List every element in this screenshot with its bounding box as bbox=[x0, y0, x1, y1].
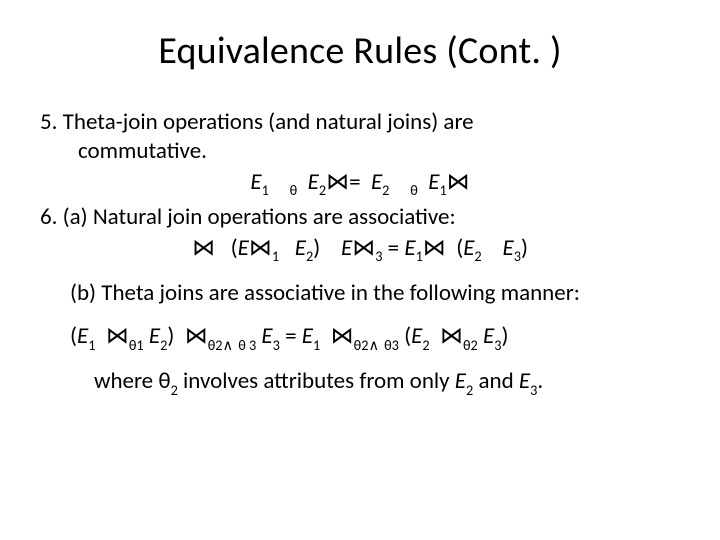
sub-theta1: θ1 bbox=[129, 336, 144, 354]
sub-3: 3 bbox=[514, 247, 521, 265]
sym-E: E bbox=[502, 234, 513, 262]
sub-theta2: θ2 bbox=[208, 336, 223, 354]
sym-E: E bbox=[149, 322, 160, 350]
rule-6a-text: 6. (a) Natural join operations are assoc… bbox=[40, 203, 680, 232]
and-icon: ∧ bbox=[223, 336, 233, 354]
rule-6a-equation: ⋈ (E⋈1 E2) E⋈3 = E1⋈ (E2 E3) bbox=[40, 234, 680, 265]
sub-1: 1 bbox=[313, 336, 320, 354]
rule-6b-text: (b) Theta joins are associative in the f… bbox=[40, 279, 680, 308]
rparen: ) bbox=[501, 322, 508, 350]
sub-2: 2 bbox=[319, 181, 326, 199]
sub-2: 2 bbox=[171, 381, 178, 399]
sym-E: E bbox=[250, 168, 261, 196]
note-text: . bbox=[537, 367, 543, 395]
sub-2: 2 bbox=[422, 336, 429, 354]
join-icon: ⋈ bbox=[352, 235, 375, 261]
sym-E: E bbox=[261, 322, 272, 350]
sym-E: E bbox=[295, 234, 306, 262]
note-text: where bbox=[94, 367, 158, 395]
sym-E: E bbox=[302, 322, 313, 350]
sym-E: E bbox=[371, 168, 382, 196]
sym-E: E bbox=[455, 367, 466, 395]
join-icon: ⋈ bbox=[331, 323, 354, 349]
sym-E: E bbox=[341, 234, 352, 262]
rparen: ) bbox=[521, 234, 528, 262]
join-icon: ⋈ bbox=[423, 235, 446, 261]
join-icon: ⋈ bbox=[192, 235, 215, 261]
theta-sym: θ bbox=[158, 367, 170, 395]
sub-1: 1 bbox=[416, 247, 423, 265]
sym-E: E bbox=[308, 168, 319, 196]
sub-3: 3 bbox=[530, 381, 537, 399]
rule-5-line2: commutative. bbox=[40, 137, 680, 166]
rule-6b-equation: (E1 ⋈θ1 E2) ⋈θ2∧ θ 3 E3 = E1 ⋈θ2∧ θ3 (E2… bbox=[40, 322, 680, 353]
sym-E: E bbox=[463, 234, 474, 262]
sym-E: E bbox=[238, 234, 249, 262]
sub-2: 2 bbox=[306, 247, 313, 265]
sub-theta: θ bbox=[290, 181, 298, 199]
rule-6a: 6. (a) Natural join operations are assoc… bbox=[40, 203, 680, 265]
sym-E: E bbox=[519, 367, 530, 395]
join-icon: ⋈ bbox=[447, 169, 470, 195]
join-icon: ⋈ bbox=[249, 235, 272, 261]
sub-2: 2 bbox=[466, 381, 473, 399]
sub-2: 2 bbox=[382, 181, 389, 199]
sub-theta3: θ 3 bbox=[238, 336, 256, 354]
rule-5-line1: 5. Theta-join operations (and natural jo… bbox=[40, 108, 680, 137]
lparen: ( bbox=[70, 322, 77, 350]
rule-6b-note: where θ2 involves attributes from only E… bbox=[40, 367, 680, 398]
sub-3: 3 bbox=[494, 336, 501, 354]
sub-theta3: θ3 bbox=[384, 336, 399, 354]
join-icon: ⋈ bbox=[326, 169, 349, 195]
sym-E: E bbox=[77, 322, 88, 350]
sub-1: 1 bbox=[439, 181, 446, 199]
sym-E: E bbox=[483, 322, 494, 350]
rparen: ) bbox=[167, 322, 174, 350]
join-icon: ⋈ bbox=[185, 323, 208, 349]
sub-3: 3 bbox=[375, 247, 382, 265]
rparen: ) bbox=[313, 234, 320, 262]
eq-sign: = bbox=[382, 234, 404, 262]
sub-1: 1 bbox=[272, 247, 279, 265]
sub-theta2: θ2 bbox=[354, 336, 369, 354]
join-icon: ⋈ bbox=[106, 323, 129, 349]
sub-2: 2 bbox=[160, 336, 167, 354]
note-text: involves attributes from only bbox=[178, 367, 455, 395]
sub-theta: θ bbox=[410, 181, 418, 199]
eq-sign: = bbox=[349, 168, 360, 196]
sym-E: E bbox=[428, 168, 439, 196]
sym-E: E bbox=[411, 322, 422, 350]
note-text: and bbox=[473, 367, 519, 395]
rule-5: 5. Theta-join operations (and natural jo… bbox=[40, 108, 680, 199]
join-icon: ⋈ bbox=[440, 323, 463, 349]
eq-sign: = bbox=[280, 322, 302, 350]
slide-title: Equivalence Rules (Cont. ) bbox=[40, 28, 680, 74]
rule-5-equation: E1 θ E2⋈= E2 θ E1⋈ bbox=[40, 168, 680, 199]
sub-3: 3 bbox=[273, 336, 280, 354]
sym-E: E bbox=[404, 234, 415, 262]
sub-1: 1 bbox=[262, 181, 269, 199]
slide-body: 5. Theta-join operations (and natural jo… bbox=[40, 108, 680, 399]
sub-theta2: θ2 bbox=[463, 336, 478, 354]
and-icon: ∧ bbox=[368, 336, 378, 354]
lparen: ( bbox=[231, 234, 238, 262]
sub-1: 1 bbox=[88, 336, 95, 354]
sub-2: 2 bbox=[474, 247, 481, 265]
